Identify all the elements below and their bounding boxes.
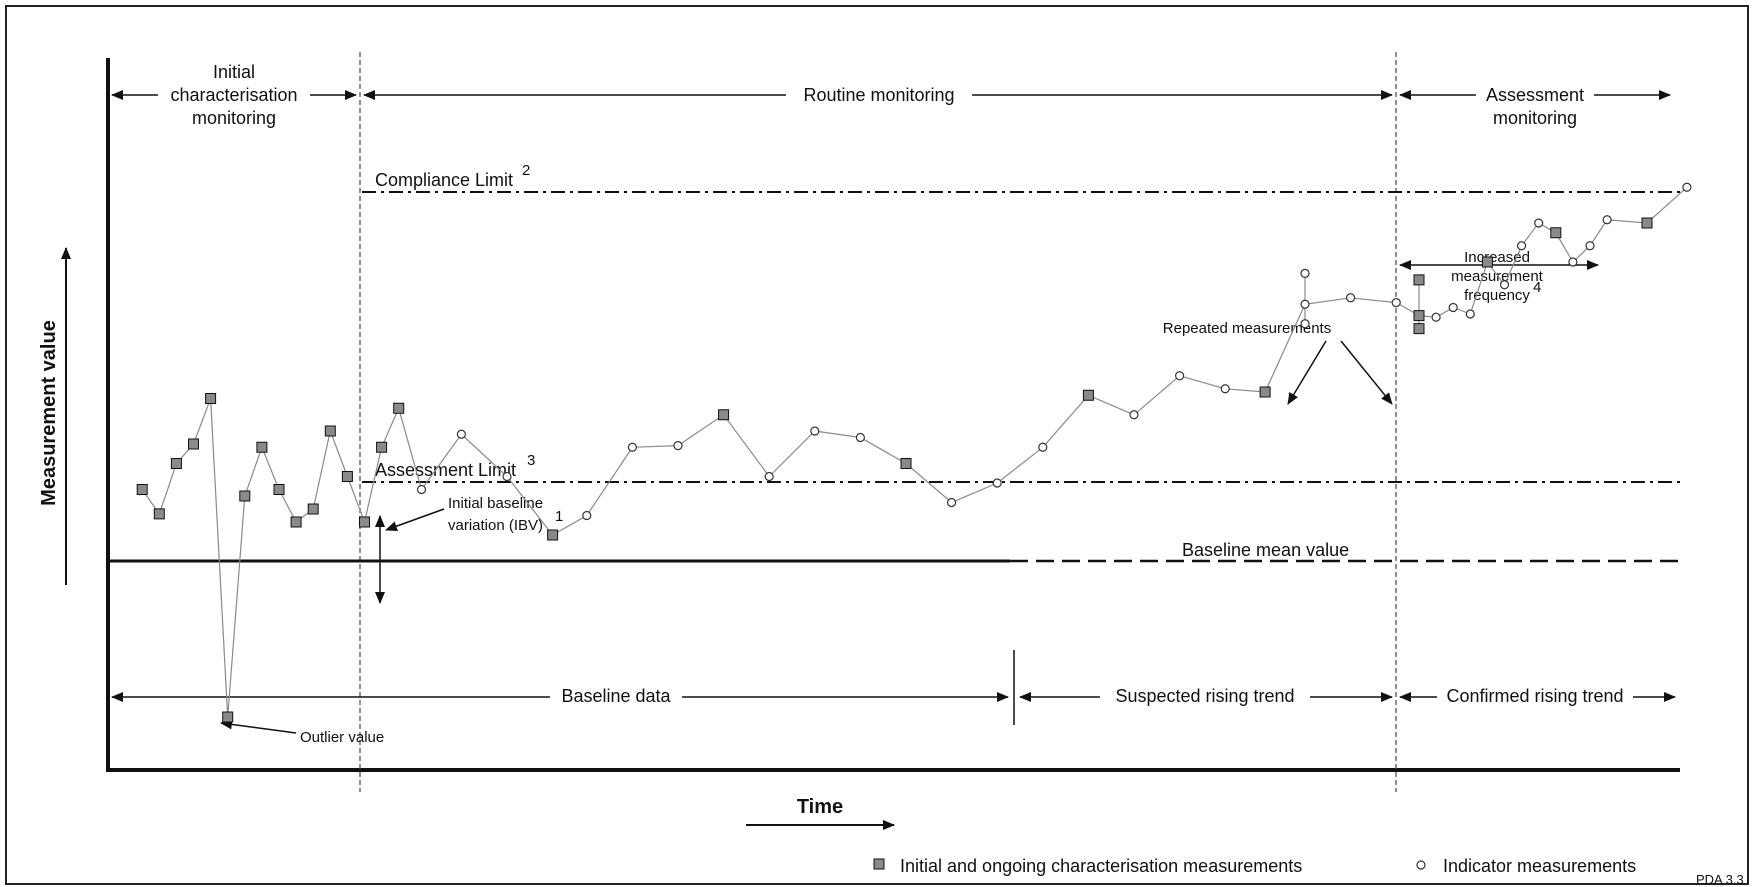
indicator-point	[1391, 298, 1401, 308]
characterisation-point	[376, 441, 388, 453]
characterisation-point	[239, 490, 251, 502]
ibv-label-2: variation (IBV)	[448, 517, 543, 534]
assessment-limit-label: Assessment Limit	[375, 460, 516, 480]
ibv-note: 1	[555, 508, 563, 525]
characterisation-point	[359, 516, 370, 528]
suspected-trend-label: Suspected rising trend	[1115, 686, 1294, 706]
routine-phase-label: Routine monitoring	[803, 85, 954, 105]
indicator-point	[1129, 410, 1139, 420]
indicator-point	[1431, 312, 1441, 322]
y-axis-label: Measurement value	[38, 320, 60, 506]
indicator-point	[1220, 384, 1230, 394]
baseline-mean-label: Baseline mean value	[1182, 540, 1349, 560]
legend-circle-marker	[1416, 860, 1426, 870]
indicator-point	[1300, 319, 1310, 329]
ibv-label-1: Initial baseline	[448, 495, 543, 512]
characterisation-point	[205, 393, 217, 404]
indicator-point	[1534, 218, 1544, 228]
assessment-phase-label-1: Assessment	[1486, 85, 1584, 105]
page-frame	[5, 5, 1749, 885]
indicator-point	[1038, 442, 1048, 452]
legend-characterisation-label: Initial and ongoing characterisation mea…	[900, 856, 1302, 876]
indicator-point	[673, 441, 683, 451]
confirmed-trend-label: Confirmed rising trend	[1446, 686, 1623, 706]
characterisation-point	[256, 441, 268, 453]
figure-code: PDA 3.3	[1696, 872, 1744, 887]
indicator-point	[456, 429, 466, 439]
indicator-point	[1300, 299, 1310, 309]
compliance-limit-label: Compliance Limit	[375, 170, 513, 190]
characterisation-point	[136, 484, 148, 495]
characterisation-point	[273, 484, 285, 495]
indicator-point	[582, 510, 592, 521]
increased-frequency-label-3: frequency	[1464, 287, 1530, 304]
legend-indicator-label: Indicator measurements	[1443, 856, 1636, 876]
characterisation-point	[1641, 217, 1653, 229]
increased-frequency-label-2: measurement	[1451, 268, 1544, 285]
measurement-points	[136, 182, 1692, 723]
indicator-point	[1300, 268, 1310, 278]
repeated-pointer-right	[1340, 340, 1393, 405]
characterisation-point	[1082, 389, 1094, 401]
ibv-pointer	[385, 508, 445, 531]
initial-phase-label-2: characterisation	[170, 85, 297, 105]
indicator-point	[946, 497, 957, 508]
indicator-point	[764, 471, 774, 482]
outlier-pointer	[220, 719, 297, 734]
baseline-data-label: Baseline data	[561, 686, 671, 706]
indicator-point	[627, 442, 638, 452]
compliance-limit-note: 2	[522, 162, 530, 179]
characterisation-point	[307, 503, 319, 515]
repeated-pointer-left	[1287, 340, 1327, 405]
characterisation-point	[393, 402, 405, 414]
measurement-trend-line	[141, 186, 1688, 718]
initial-phase-label-3: monitoring	[192, 108, 276, 128]
characterisation-point	[1413, 274, 1425, 286]
characterisation-point	[1413, 310, 1425, 322]
indicator-point	[1516, 241, 1527, 251]
characterisation-point	[1413, 323, 1425, 335]
indicator-point	[502, 471, 512, 482]
legend-square-marker	[873, 858, 885, 870]
outlier-label: Outlier value	[300, 729, 384, 746]
indicator-point	[1585, 241, 1595, 251]
characterisation-point	[153, 508, 165, 520]
characterisation-point	[341, 471, 353, 482]
indicator-point	[855, 432, 866, 443]
indicator-point	[992, 478, 1002, 488]
increased-frequency-note: 4	[1533, 279, 1541, 296]
characterisation-point	[547, 529, 559, 541]
indicator-point	[1174, 371, 1185, 381]
assessment-phase-label-2: monitoring	[1493, 108, 1577, 128]
indicator-point	[1682, 182, 1692, 192]
indicator-point	[416, 484, 427, 495]
initial-phase-label-1: Initial	[213, 62, 255, 82]
indicator-point	[1448, 302, 1458, 313]
characterisation-point	[290, 516, 302, 528]
characterisation-point	[1550, 227, 1562, 239]
indicator-point	[1499, 280, 1510, 290]
characterisation-point	[900, 458, 912, 469]
increased-frequency-label-1: Increased	[1464, 249, 1530, 266]
characterisation-point	[1259, 386, 1271, 398]
indicator-point	[1465, 309, 1475, 319]
repeated-measurements-label: Repeated measurements	[1163, 320, 1331, 337]
indicator-point	[1602, 215, 1612, 225]
characterisation-point	[170, 458, 182, 469]
indicator-point	[810, 426, 820, 436]
characterisation-point	[222, 711, 234, 723]
characterisation-point	[324, 425, 336, 437]
indicator-point	[1568, 257, 1578, 267]
characterisation-point	[1481, 256, 1493, 268]
indicator-point	[1345, 293, 1356, 303]
characterisation-point	[718, 409, 730, 421]
x-axis-label: Time	[797, 796, 843, 818]
assessment-limit-note: 3	[527, 452, 535, 469]
characterisation-point	[188, 438, 199, 450]
